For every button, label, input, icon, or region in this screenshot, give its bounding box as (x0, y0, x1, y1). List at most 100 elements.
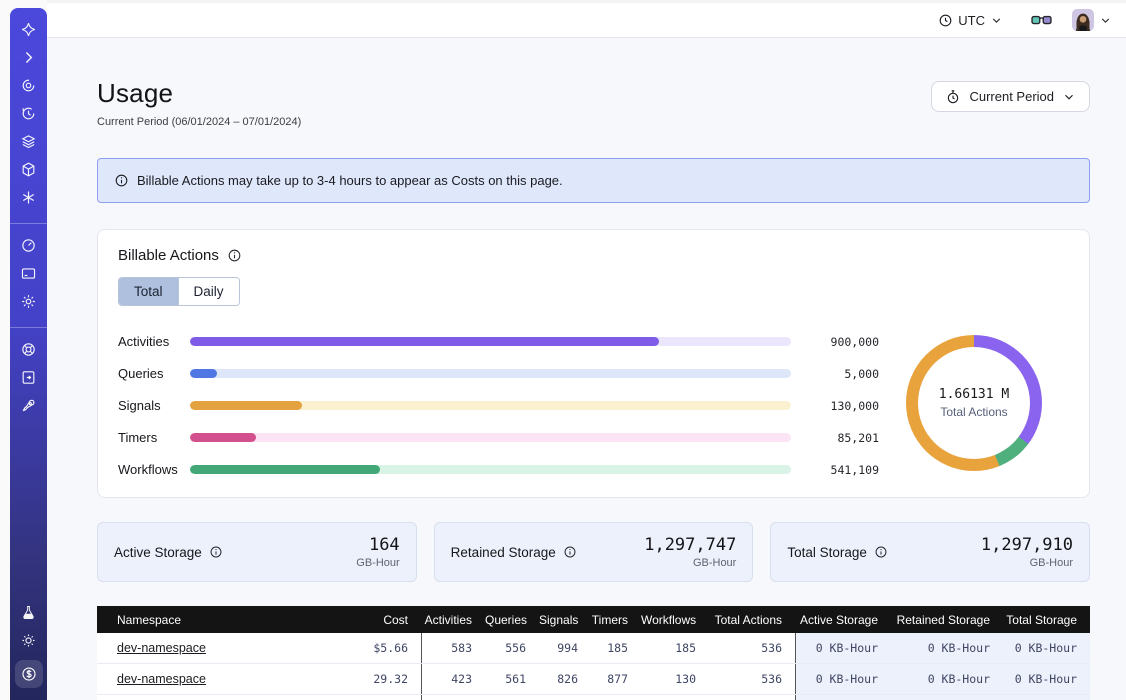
info-icon[interactable] (209, 545, 223, 559)
bar-track (190, 401, 791, 410)
billable-actions-title: Billable Actions (118, 247, 219, 264)
tab-total[interactable]: Total (119, 278, 178, 305)
cell-queries: 556 (505, 641, 526, 655)
topbar: UTC (47, 0, 1126, 38)
docs-book-icon[interactable] (20, 369, 37, 386)
cell-workflows: 600 (641, 695, 709, 700)
bar-row-timers: Timers 85,201 (118, 430, 879, 445)
info-icon[interactable] (563, 545, 577, 559)
billable-bar-chart: Activities 900,000 Queries 5,000 Signals (118, 328, 879, 477)
main-content: Usage Current Period (06/01/2024 – 07/01… (47, 38, 1126, 700)
cell-total-actions: 536 (761, 641, 782, 655)
bar-fill (190, 401, 303, 410)
content-shell: UTC Usage Current Period (06/01/2024 – 0 (47, 0, 1126, 700)
billable-actions-card: Billable Actions Total Daily Activities … (97, 229, 1090, 498)
expand-chevron-icon[interactable] (20, 49, 37, 66)
theme-sun-icon[interactable] (20, 632, 37, 649)
column-header: Cost (383, 612, 408, 627)
namespace-link[interactable]: dev-namespace (117, 672, 206, 686)
bar-value: 130,000 (830, 398, 879, 413)
account-menu[interactable] (1072, 9, 1112, 31)
namespace-link[interactable]: dev-namespace (117, 641, 206, 655)
settings-gear-icon[interactable] (20, 293, 37, 310)
column-header: Queries (485, 612, 528, 627)
cell-activities: 583 (421, 633, 485, 663)
bar-fill (190, 433, 257, 442)
cell-retained-storage: 0 KB-Hour (891, 633, 1003, 663)
avatar (1072, 9, 1094, 31)
cell-timers: 877 (607, 672, 628, 686)
info-banner-text: Billable Actions may take up to 3-4 hour… (137, 173, 563, 188)
cell-cost: 29.32 (373, 672, 408, 686)
cell-workflows: 130 (675, 672, 696, 686)
column-header: Active Storage (799, 612, 878, 627)
current-period-label: Current Period (969, 89, 1054, 104)
cell-activities: 492 (421, 695, 485, 700)
support-lifebuoy-icon[interactable] (20, 341, 37, 358)
nexus-asterisk-icon[interactable] (20, 189, 37, 206)
storage-cards-row: Active Storage 164 GB-Hour Retained Stor… (97, 522, 1091, 582)
labs-flask-icon[interactable] (20, 604, 37, 621)
cell-total-storage: 0 KB-Hour (1003, 664, 1090, 694)
page-title: Usage (97, 78, 174, 108)
cell-active-storage: 0 KB-Hour (795, 695, 891, 700)
cell-total-actions: 536 (761, 672, 782, 686)
bar-row-activities: Activities 900,000 (118, 334, 879, 349)
retained-storage-card: Retained Storage 1,297,747 GB-Hour (433, 522, 754, 582)
current-period-button[interactable]: Current Period (931, 81, 1090, 112)
namespace-usage-table: Namespace Cost Activities Queries Signal… (97, 606, 1090, 700)
column-header: Retained Storage (896, 612, 990, 627)
bar-label: Activities (118, 334, 170, 349)
usage-gauge-icon[interactable] (20, 237, 37, 254)
cell-signals: 883 (539, 695, 591, 700)
stopwatch-icon (948, 89, 959, 103)
storage-card-unit: GB-Hour (1029, 557, 1074, 569)
bar-track (190, 433, 791, 442)
deployments-cube-icon[interactable] (20, 161, 37, 178)
temporal-logo-icon[interactable] (20, 21, 37, 38)
sidebar-divider (10, 327, 47, 328)
chevron-down-icon (1065, 94, 1073, 100)
layers-icon[interactable] (20, 133, 37, 150)
schedules-icon[interactable] (20, 105, 37, 122)
getting-started-rocket-icon[interactable] (20, 397, 37, 414)
chevron-down-icon (1101, 17, 1110, 23)
namespaces-icon[interactable] (20, 77, 37, 94)
billing-card-icon[interactable] (20, 265, 37, 282)
table-header: Namespace Cost Activities Queries Signal… (97, 606, 1090, 633)
donut-total-value: 1.66131 M (938, 386, 1010, 402)
info-icon[interactable] (874, 545, 888, 559)
pricing-dollar-icon[interactable] (14, 660, 43, 688)
info-banner: Billable Actions may take up to 3-4 hour… (97, 158, 1090, 203)
feedback-glasses-button[interactable] (1031, 13, 1052, 28)
storage-card-label: Active Storage (114, 544, 202, 560)
timezone-label: UTC (958, 12, 985, 28)
info-icon[interactable] (227, 248, 242, 263)
bar-fill (190, 369, 218, 378)
cell-total-storage: 0 KB-Hour (1003, 633, 1090, 663)
storage-card-value: 1,297,747 (644, 535, 737, 555)
column-header: Namespace (117, 612, 182, 627)
bar-track (190, 465, 791, 474)
cell-workflows: 185 (675, 641, 696, 655)
bar-row-workflows: Workflows 541,109 (118, 462, 879, 477)
tab-daily[interactable]: Daily (177, 278, 239, 305)
donut-total-label: Total Actions (940, 404, 1008, 419)
bar-label: Signals (118, 398, 161, 413)
timezone-selector[interactable]: UTC (938, 13, 1003, 28)
storage-card-unit: GB-Hour (692, 557, 737, 569)
cell-queries: 561 (505, 672, 526, 686)
billable-tabs: Total Daily (118, 277, 240, 306)
cell-timers: 816 (591, 695, 641, 700)
column-header: Signals (539, 612, 579, 627)
table-row: dev-namespace $3.35 492 536 883 816 600 … (97, 695, 1090, 700)
cell-signals: 826 (557, 672, 578, 686)
storage-card-label: Total Storage (787, 544, 867, 560)
donut-col: 1.66131 M Total Actions (879, 328, 1069, 477)
cell-cost: $3.35 (333, 695, 421, 700)
column-header: Total Storage (1006, 612, 1077, 627)
bar-value: 900,000 (830, 334, 879, 349)
bar-label: Queries (118, 366, 164, 381)
bar-value: 541,109 (830, 462, 879, 477)
